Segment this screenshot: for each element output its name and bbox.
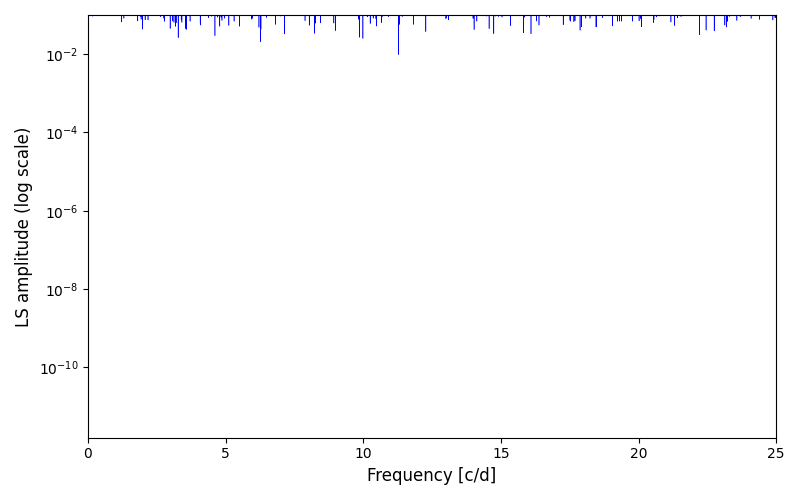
Y-axis label: LS amplitude (log scale): LS amplitude (log scale) <box>15 126 33 326</box>
X-axis label: Frequency [c/d]: Frequency [c/d] <box>367 467 497 485</box>
